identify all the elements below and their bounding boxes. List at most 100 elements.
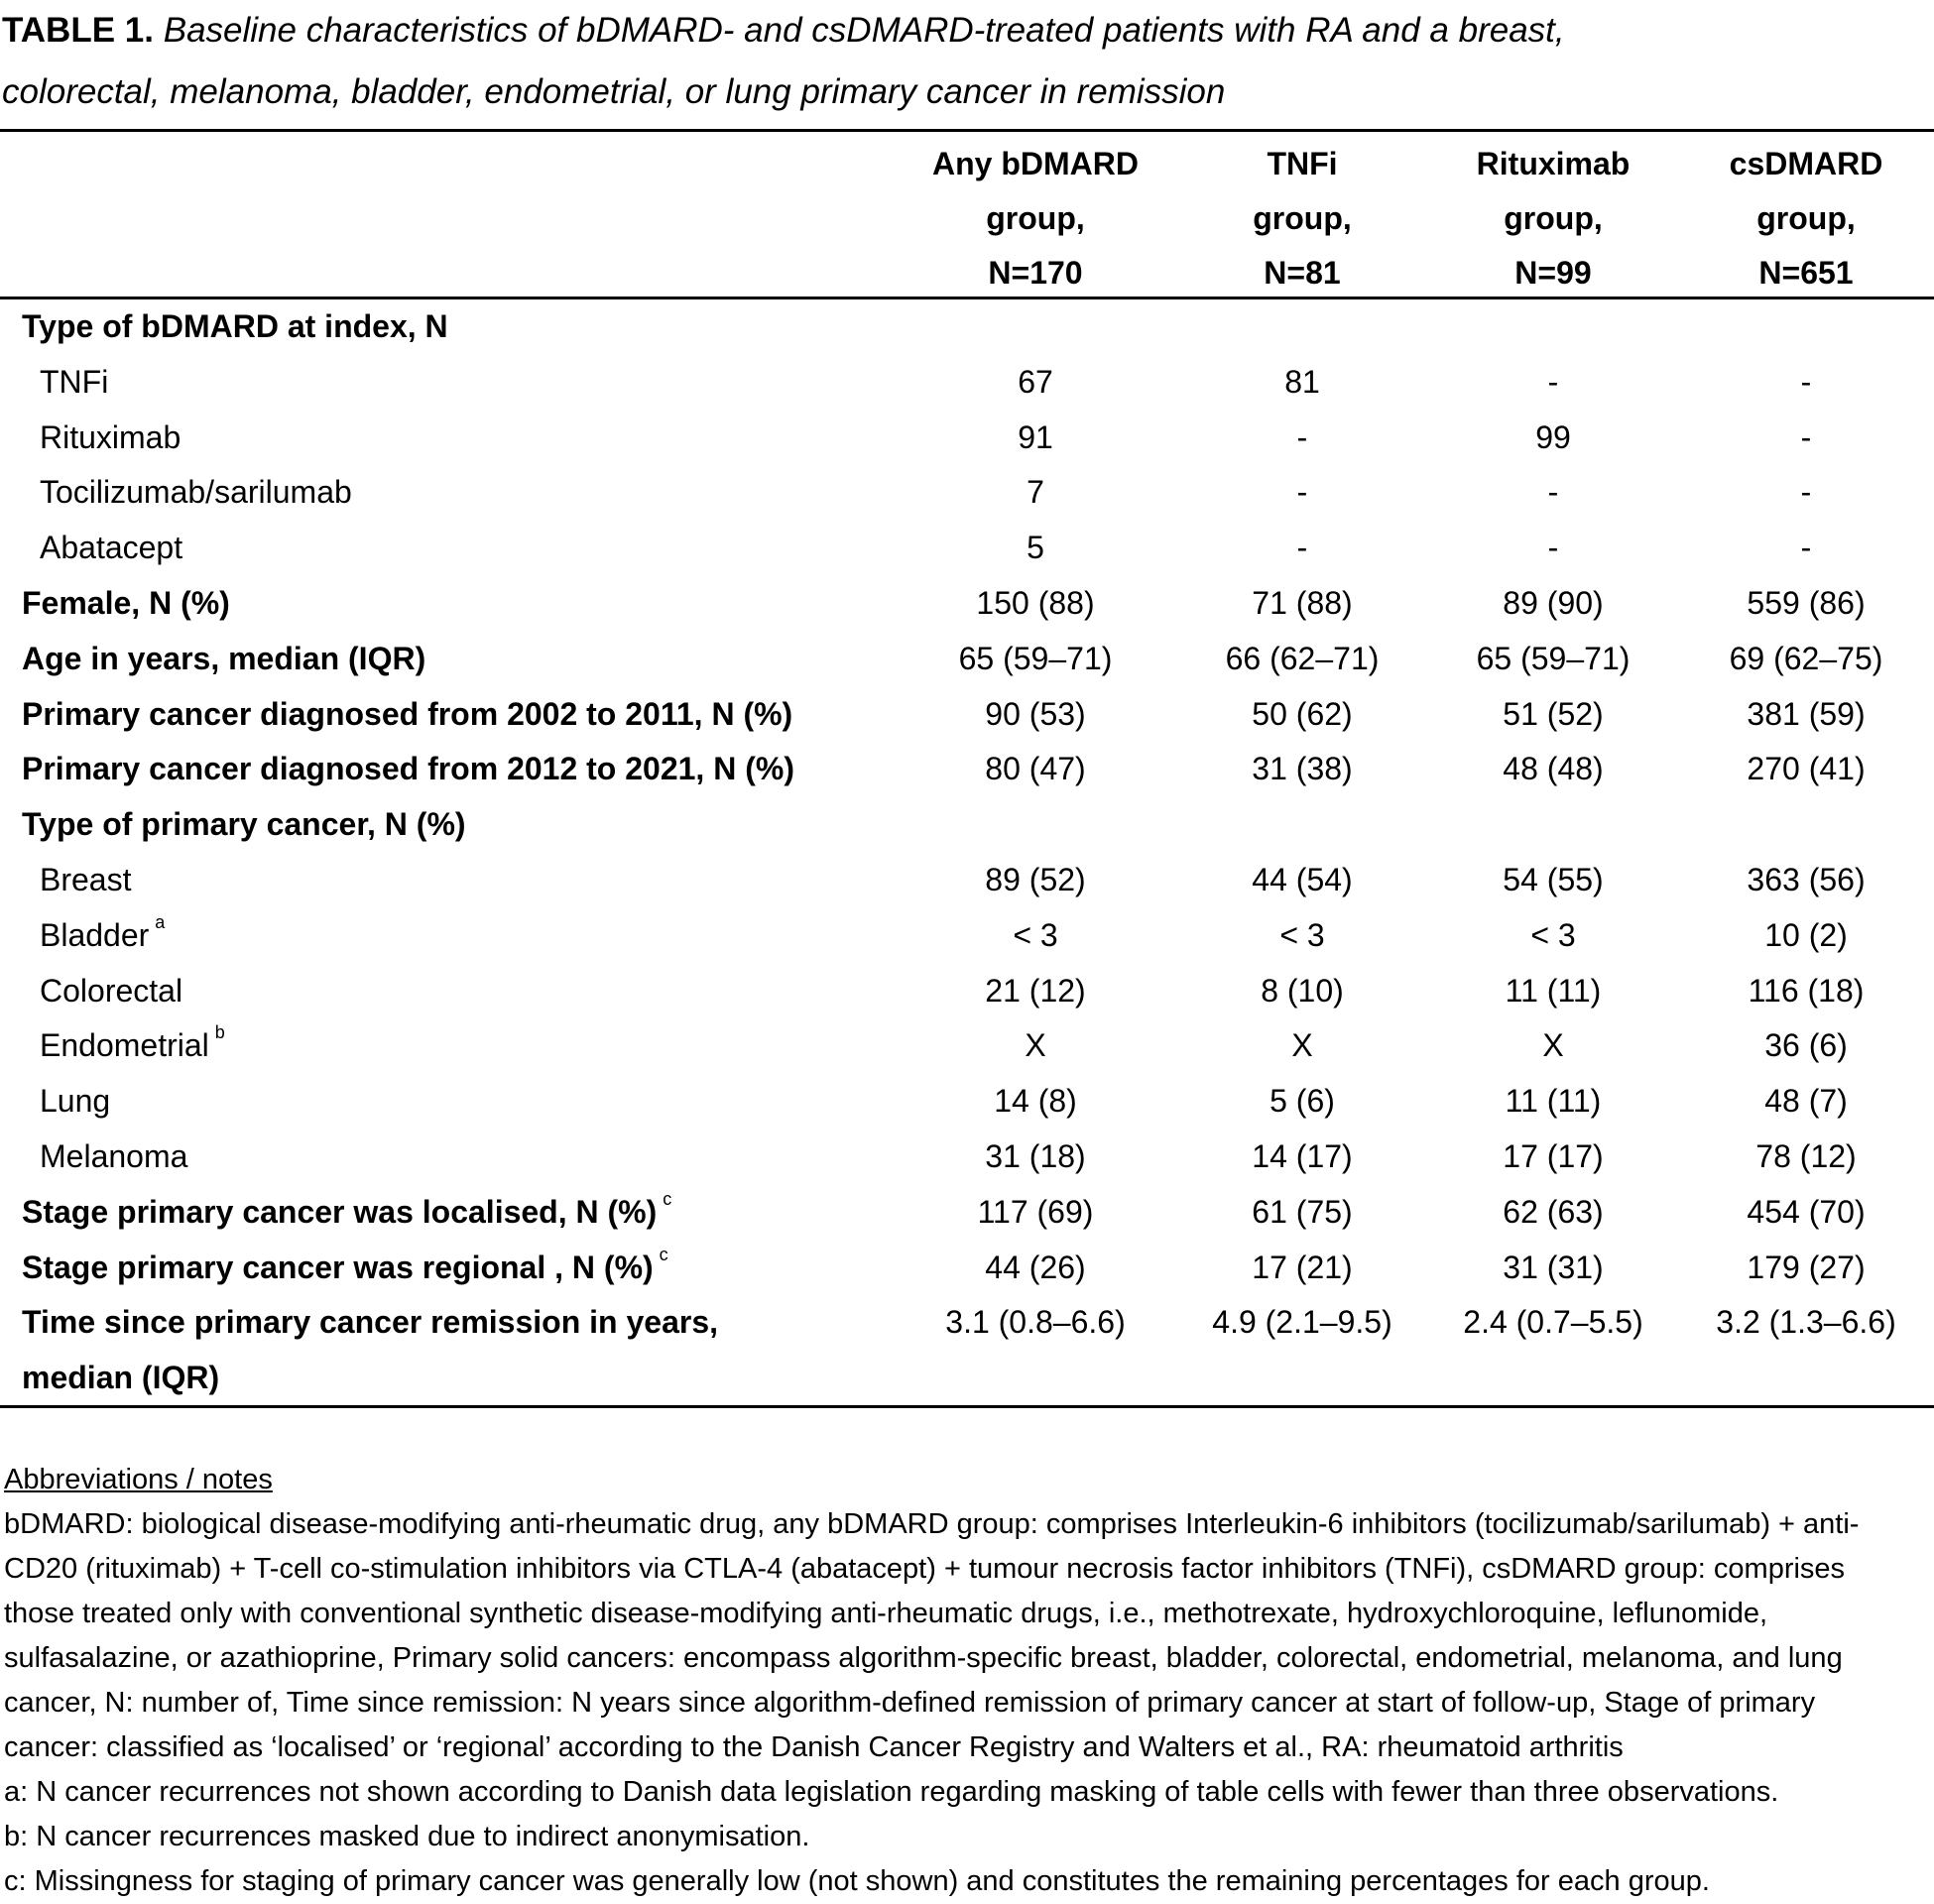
row-label: Time since primary cancer remission in y… [22, 1294, 718, 1350]
row-label-text: Age in years, median (IQR) [22, 640, 426, 676]
column-header-line: csDMARD [1729, 146, 1883, 181]
table-cell: 48 (48) [1503, 751, 1604, 787]
table-cell: - [1547, 474, 1559, 511]
table-cell: 65 (59–71) [1476, 640, 1631, 676]
table-row: Female, N (%) 150 (88) 71 (88) 89 (90) 559 (… [0, 575, 1934, 631]
table-cell: 90 (53) [985, 695, 1086, 732]
table-cell: 69 (62–75) [1729, 640, 1883, 676]
table-row: Lung 14 (8) 5 (6) 11 (11) 48 (7) [0, 1073, 1934, 1129]
row-label-text: Abatacept [40, 530, 183, 566]
column-header: Rituximab group, N=99 [1424, 137, 1682, 300]
note-line: sulfasalazine, or azathioprine, Primary … [4, 1642, 1843, 1674]
table-cell: 150 (88) [976, 585, 1095, 621]
bottom-rule [0, 1405, 1934, 1408]
table-cell: 381 (59) [1747, 695, 1866, 732]
table-cell: 559 (86) [1747, 585, 1866, 621]
table-cell: 50 (62) [1252, 695, 1353, 732]
column-header-line: group, [1253, 200, 1352, 236]
note-line: a: N cancer recurrences not shown accord… [4, 1776, 1779, 1808]
table-row: Stage primary cancer was localised, N (%… [0, 1184, 1934, 1240]
table-cell: 65 (59–71) [958, 640, 1113, 676]
column-header-line: group, [1504, 200, 1603, 236]
row-label: Colorectal [40, 963, 182, 1018]
table-cell: X [1025, 1027, 1046, 1064]
table-cell: 89 (52) [985, 862, 1086, 897]
table-row: Type of primary cancer, N (%) [0, 796, 1934, 852]
row-label-text: TNFi [40, 363, 109, 400]
table-cell: 81 [1284, 363, 1320, 400]
row-label-text: Primary cancer diagnosed from 2002 to 20… [22, 695, 793, 732]
row-label-text: Endometrial [40, 1027, 209, 1064]
row-label: Endometrial b [40, 1017, 225, 1073]
header-rule [0, 297, 1934, 299]
table-cell: 116 (18) [1748, 972, 1865, 1009]
table-cell: 44 (26) [985, 1249, 1086, 1285]
table-row: Bladder a < 3 < 3 < 3 10 (2) [0, 907, 1934, 963]
row-label-text: median (IQR) [22, 1360, 220, 1396]
table-row: Primary cancer diagnosed from 2002 to 20… [0, 686, 1934, 742]
note-line: b: N cancer recurrences masked due to in… [4, 1821, 810, 1852]
table-label: TABLE 1. [2, 11, 154, 50]
row-label: TNFi [40, 354, 108, 410]
row-label: Female, N (%) [22, 575, 230, 631]
column-header-line: Any bDMARD [932, 146, 1139, 181]
table-cell: 17 (21) [1252, 1249, 1353, 1285]
table-cell: 48 (7) [1764, 1083, 1848, 1120]
footnote-marker: c [659, 1244, 668, 1264]
table-cell: 8 (10) [1261, 972, 1344, 1009]
notes-heading: Abbreviations / notes [4, 1464, 273, 1495]
column-header-line: N=170 [988, 255, 1083, 291]
note-line: those treated only with conventional syn… [4, 1598, 1768, 1629]
row-label-text: Breast [40, 862, 132, 897]
footnote-marker: a [155, 911, 166, 932]
table-row: Type of bDMARD at index, N [0, 298, 1934, 354]
table-cell: 5 (6) [1269, 1083, 1335, 1120]
note-line: bDMARD: biological disease-modifying ant… [4, 1508, 1860, 1540]
table-cell: 4.9 (2.1–9.5) [1212, 1304, 1392, 1341]
column-header-line: group, [986, 200, 1085, 236]
table-row: Time since primary cancer remission in y… [0, 1294, 1934, 1350]
table-cell: - [1800, 418, 1812, 455]
row-label-text: Stage primary cancer was regional , N (%… [22, 1249, 654, 1285]
row-label-text: Rituximab [40, 418, 181, 455]
column-header-line: N=99 [1514, 255, 1592, 291]
table-cell: X [1542, 1027, 1564, 1064]
table-row: Endometrial b X X X 36 (6) [0, 1017, 1934, 1073]
table-cell: 117 (69) [977, 1193, 1094, 1230]
table-cell: 66 (62–71) [1225, 640, 1380, 676]
column-header-line: TNFi [1267, 146, 1338, 181]
table-cell: 14 (8) [994, 1083, 1077, 1120]
row-label-text: Stage primary cancer was localised, N (%… [22, 1193, 658, 1230]
table-cell: 54 (55) [1503, 862, 1604, 897]
table-cell: < 3 [1530, 916, 1576, 953]
row-label: Rituximab [40, 410, 181, 465]
table-cell: < 3 [1279, 916, 1325, 953]
table-cell: 17 (17) [1503, 1138, 1604, 1174]
note-line: cancer: classified as ‘localised’ or ‘re… [4, 1731, 1624, 1763]
table-cell: 3.1 (0.8–6.6) [945, 1304, 1126, 1341]
row-label: Primary cancer diagnosed from 2012 to 20… [22, 741, 794, 796]
table-cell: 270 (41) [1747, 751, 1866, 787]
top-rule [0, 129, 1934, 132]
table-cell: 67 [1018, 363, 1053, 400]
row-label-text: Type of primary cancer, N (%) [22, 806, 466, 843]
column-header: TNFi group, N=81 [1173, 137, 1431, 300]
row-label: Type of bDMARD at index, N [22, 298, 448, 354]
row-label-text: Female, N (%) [22, 585, 230, 621]
row-label: Lung [40, 1073, 110, 1129]
table-cell: 3.2 (1.3–6.6) [1716, 1304, 1896, 1341]
row-label: Breast [40, 852, 131, 907]
row-label: median (IQR) [22, 1350, 219, 1405]
table-cell: 78 (12) [1755, 1138, 1857, 1174]
row-label-text: Primary cancer diagnosed from 2012 to 20… [22, 751, 794, 787]
note-line: c: Missingness for staging of primary ca… [4, 1865, 1710, 1897]
table-cell: 44 (54) [1252, 862, 1353, 897]
table-notes: Abbreviations / notes bDMARD: biological… [4, 1458, 1859, 1904]
column-header-line: N=651 [1758, 255, 1854, 291]
table-cell: 5 [1027, 530, 1044, 566]
table-cell: 363 (56) [1747, 862, 1866, 897]
table-cell: 7 [1027, 474, 1044, 511]
table-caption: TABLE 1. Baseline characteristics of bDM… [2, 0, 1926, 123]
row-label-text: Lung [40, 1083, 111, 1120]
table-cell: 31 (38) [1252, 751, 1353, 787]
